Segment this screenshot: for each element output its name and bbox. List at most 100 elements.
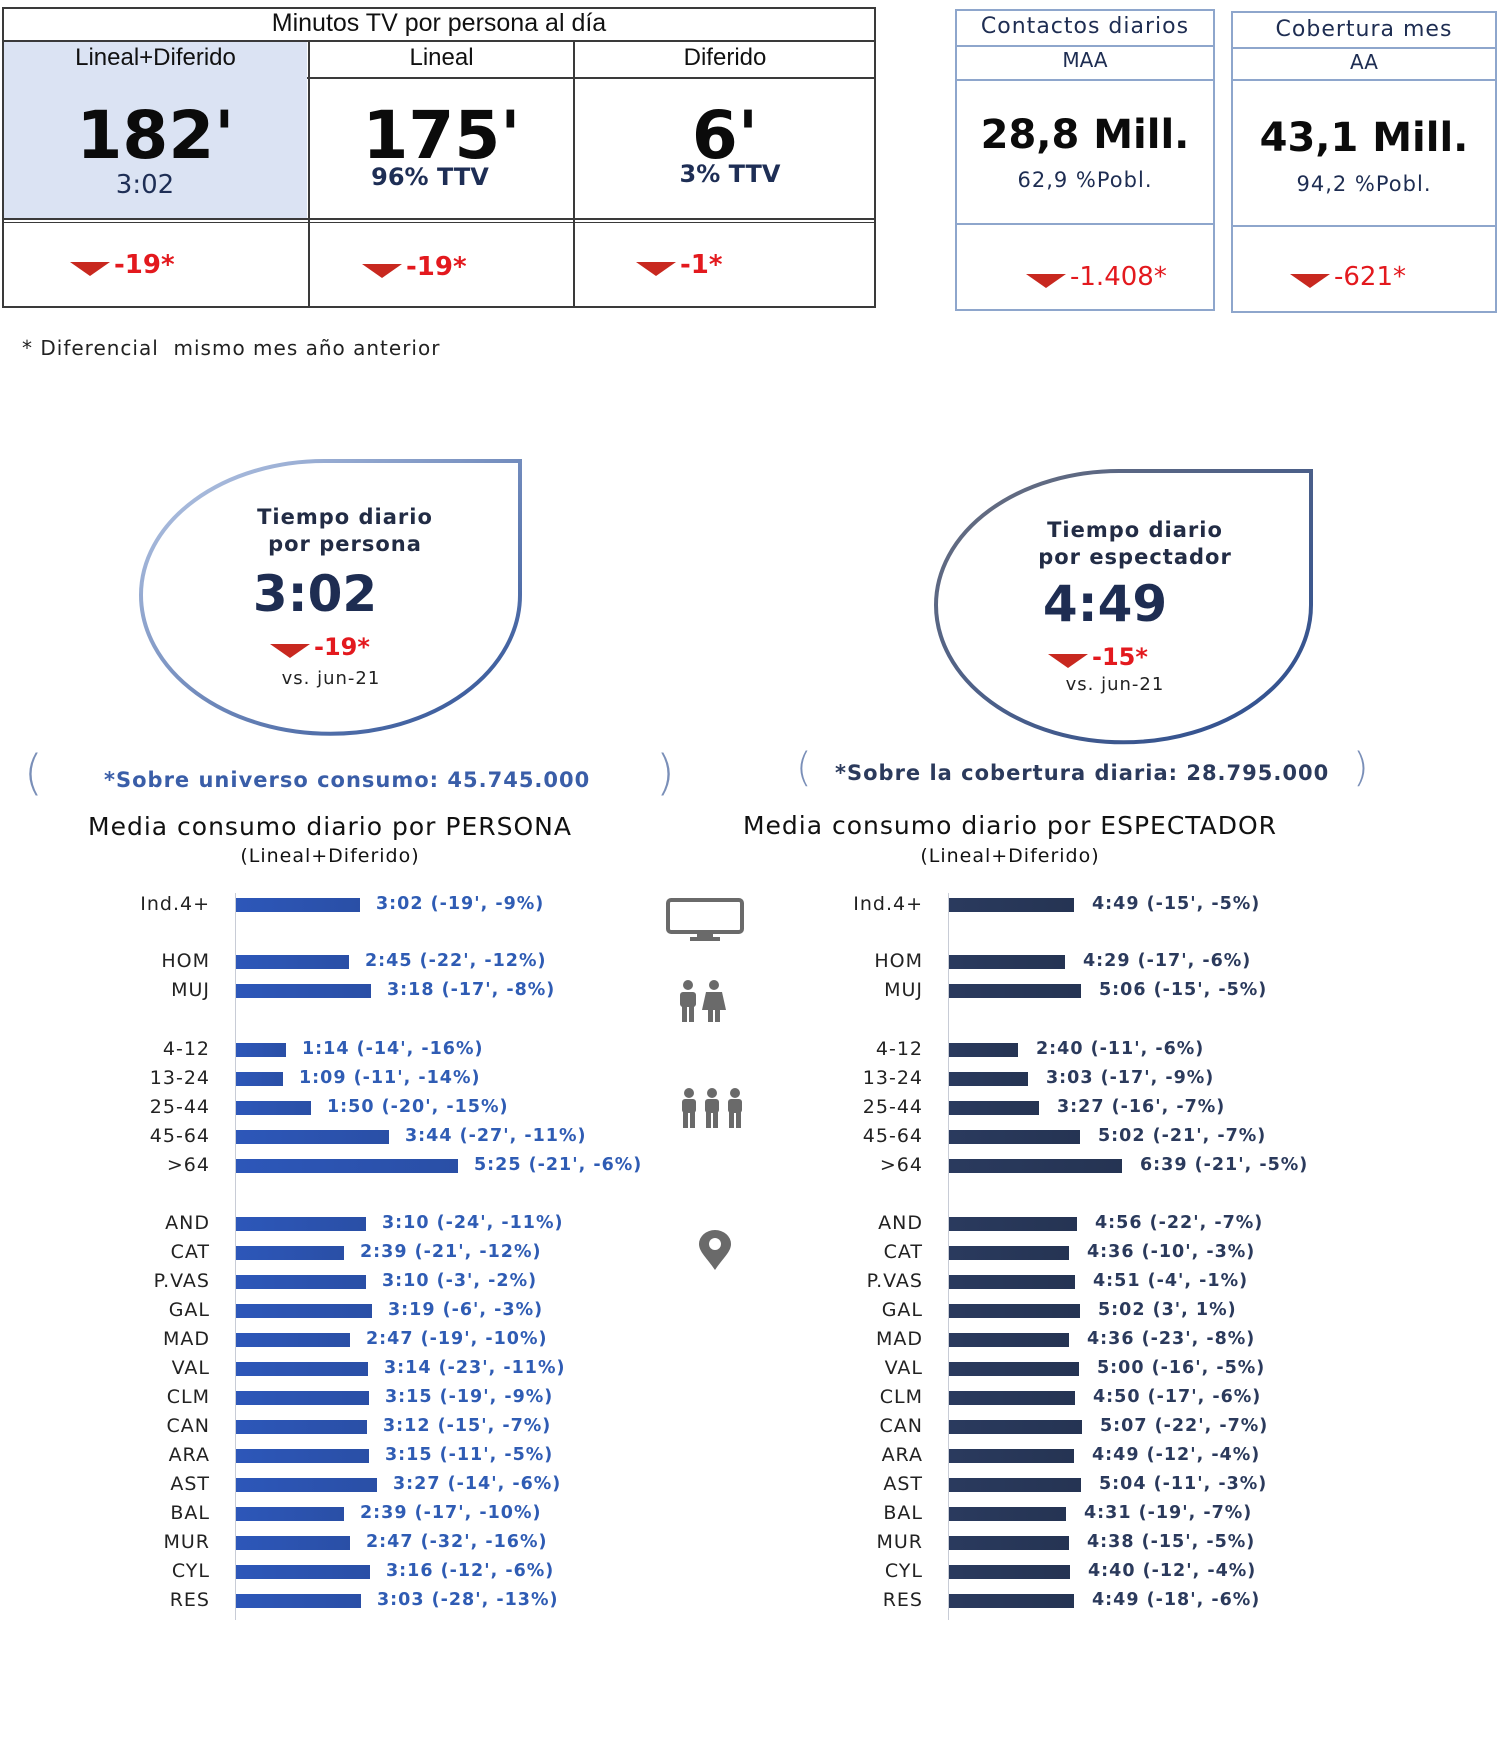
bar (949, 1101, 1039, 1115)
bar (236, 1101, 311, 1115)
category-label: 4-12 (162, 1038, 210, 1060)
bar (236, 984, 371, 998)
category-label: MAD (162, 1328, 210, 1350)
bubble-persona-title1: Tiempo diario (257, 505, 433, 529)
card-line (1233, 225, 1495, 227)
value-lineal: 175' (362, 97, 521, 174)
bar (949, 1275, 1075, 1289)
value-lineal-diferido: 182' (76, 97, 235, 174)
bar (236, 1304, 372, 1318)
card-contactos-diarios (955, 9, 1215, 311)
category-label: >64 (166, 1154, 210, 1176)
universe-right: *Sobre la cobertura diaria: 28.795.000 (835, 761, 1330, 785)
bar (949, 1333, 1069, 1347)
category-label: P.VAS (866, 1270, 923, 1292)
bubble-espectador-delta-wrap: -15* (1048, 643, 1148, 671)
bubble-espectador-title1: Tiempo diario (1047, 518, 1223, 542)
category-label: Ind.4+ (140, 893, 210, 915)
bar-value-label: 3:03 (-28', -13%) (377, 1590, 559, 1610)
bar (949, 1072, 1028, 1086)
bar-value-label: 4:56 (-22', -7%) (1095, 1213, 1264, 1233)
card1-delta: -1.408* (1070, 262, 1167, 292)
category-label: RES (882, 1589, 923, 1611)
category-label: MUR (876, 1531, 923, 1553)
bracket-right-close: ) (1353, 745, 1369, 791)
bar (236, 898, 360, 912)
couple-icon (680, 980, 726, 1022)
card-line (957, 79, 1213, 81)
category-label: CAN (879, 1415, 923, 1437)
bar-value-label: 2:47 (-19', -10%) (366, 1329, 548, 1349)
tv-minutes-table (2, 7, 876, 308)
footnote: * Diferencial mismo mes año anterior (22, 336, 441, 360)
bar (236, 1333, 350, 1347)
bar-value-label: 1:14 (-14', -16%) (302, 1039, 484, 1059)
card2-subtitle: AA (1350, 50, 1378, 74)
bar-value-label: 3:27 (-16', -7%) (1057, 1097, 1226, 1117)
category-label: HOM (874, 950, 923, 972)
category-label: CLM (166, 1386, 210, 1408)
value-diferido: 6' (691, 97, 759, 174)
chart-persona-subtitle: (Lineal+Diferido) (240, 845, 420, 867)
chart-espectador-title: Media consumo diario por ESPECTADOR (742, 811, 1278, 840)
bubble-persona-shape (138, 459, 522, 736)
bracket-right-open: ( (796, 745, 812, 791)
bar-value-label: 4:29 (-17', -6%) (1083, 951, 1252, 971)
bar-value-label: 3:14 (-23', -11%) (384, 1358, 566, 1378)
card2-delta-wrap: -621* (1290, 262, 1406, 292)
family-icon (682, 1088, 742, 1128)
card2-delta: -621* (1334, 262, 1407, 292)
category-label: AND (878, 1212, 923, 1234)
category-label: P.VAS (153, 1270, 210, 1292)
card1-subtitle: MAA (1062, 48, 1108, 72)
bar (236, 1565, 370, 1579)
bar-value-label: 3:18 (-17', -8%) (387, 980, 556, 1000)
card1-pct: 62,9 %Pobl. (1017, 168, 1153, 192)
bar-value-label: 5:00 (-16', -5%) (1097, 1358, 1266, 1378)
tv-icon (666, 898, 744, 941)
delta-lineal-diferido-wrap: -19* (70, 250, 175, 280)
bubble-persona-delta: -19* (314, 633, 370, 661)
bar (949, 1478, 1081, 1492)
bar-value-label: 3:15 (-19', -9%) (385, 1387, 554, 1407)
chart-persona-title: Media consumo diario por PERSONA (88, 812, 572, 841)
bar (949, 1536, 1069, 1550)
down-triangle-icon (1290, 273, 1330, 288)
bracket-left-open: ( (24, 745, 43, 801)
bar (236, 1536, 350, 1550)
bar-value-label: 3:03 (-17', -9%) (1046, 1068, 1215, 1088)
table-header-line2 (2, 77, 876, 79)
bar (949, 1159, 1122, 1173)
bar (949, 1391, 1075, 1405)
category-label: MUJ (171, 979, 210, 1001)
bubble-espectador-vs: vs. jun-21 (1065, 674, 1165, 695)
bar (236, 1449, 369, 1463)
bar (949, 1362, 1079, 1376)
bar (949, 1594, 1074, 1608)
down-triangle-icon (1048, 653, 1088, 668)
category-label: >64 (879, 1154, 923, 1176)
bar-value-label: 1:09 (-11', -14%) (299, 1068, 481, 1088)
category-label: MUR (163, 1531, 210, 1553)
col-divider-1 (308, 40, 310, 306)
table-body-line (2, 218, 876, 220)
persona-axis (235, 893, 236, 1620)
bar-value-label: 2:39 (-17', -10%) (360, 1503, 542, 1523)
bar-value-label: 4:36 (-10', -3%) (1087, 1242, 1256, 1262)
bar-value-label: 3:27 (-14', -6%) (393, 1474, 562, 1494)
bar (236, 1362, 368, 1376)
bar-value-label: 4:49 (-15', -5%) (1092, 894, 1261, 914)
bubble-persona-title2: por persona (268, 532, 422, 556)
card1-title: Contactos diarios (980, 14, 1190, 39)
bubble-espectador-delta: -15* (1092, 643, 1148, 671)
category-label: 45-64 (862, 1125, 923, 1147)
bar-value-label: 3:16 (-12', -6%) (386, 1561, 555, 1581)
chart-espectador-subtitle: (Lineal+Diferido) (920, 845, 1100, 867)
bubble-persona-value: 3:02 (252, 565, 378, 623)
card-cobertura-mes (1231, 11, 1497, 313)
bar (949, 1507, 1066, 1521)
category-label: HOM (161, 950, 210, 972)
bar (236, 955, 349, 969)
category-label: 13-24 (149, 1067, 210, 1089)
card1-delta-wrap: -1.408* (1026, 262, 1167, 292)
